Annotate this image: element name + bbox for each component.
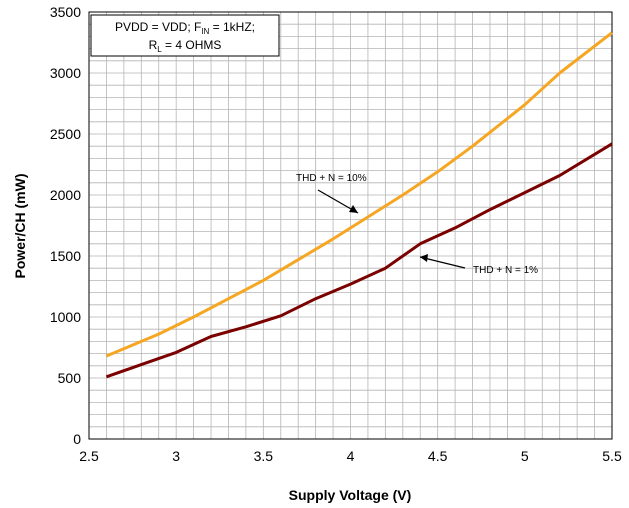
- annotation-thd1-arrowhead: [420, 254, 428, 262]
- y-tick-label: 2000: [50, 187, 81, 203]
- grid: [88, 11, 613, 440]
- annotation-thd1-label: THD + N = 1%: [473, 265, 538, 276]
- annotations: THD + N = 10% THD + N = 1%: [296, 173, 538, 276]
- conditions-line-2: RL = 4 OHMS: [149, 38, 222, 54]
- y-tick-label: 2500: [50, 126, 81, 142]
- y-tick-label: 3000: [50, 65, 81, 81]
- y-tick-label: 500: [58, 370, 82, 386]
- x-tick-label: 4: [347, 448, 355, 464]
- x-tick-label: 3.5: [254, 448, 274, 464]
- series-line-thd1: [105, 142, 613, 379]
- annotation-thd1-arrow: [419, 256, 466, 269]
- series-group: [105, 31, 613, 379]
- conditions-box-frame: [90, 14, 280, 57]
- y-tick-label: 3500: [50, 4, 81, 20]
- x-tick-label: 5: [521, 448, 529, 464]
- series-line-thd10: [105, 31, 613, 358]
- x-axis-title: Supply Voltage (V): [289, 487, 412, 503]
- conditions-box: PVDD = VDD; FIN = 1kHZ; RL = 4 OHMS: [90, 14, 280, 57]
- y-tick-label: 1500: [50, 248, 81, 264]
- tick-labels: 2.5 3 3.5 4 4.5 5 5.5 0 500 1000 1500 2000 2500 3000 3…: [50, 4, 622, 464]
- x-tick-label: 2.5: [79, 448, 99, 464]
- y-tick-label: 0: [73, 431, 81, 447]
- annotation-thd10-label: THD + N = 10%: [296, 173, 367, 184]
- y-axis-title: Power/CH (mW): [12, 174, 28, 279]
- x-tick-label: 3: [172, 448, 180, 464]
- annotation-thd10-arrowhead: [349, 205, 358, 213]
- x-tick-label: 5.5: [602, 448, 622, 464]
- conditions-line-1: PVDD = VDD; FIN = 1kHZ;: [115, 20, 255, 36]
- plot-border: [88, 11, 613, 440]
- x-tick-label: 4.5: [428, 448, 448, 464]
- y-tick-label: 1000: [50, 309, 81, 325]
